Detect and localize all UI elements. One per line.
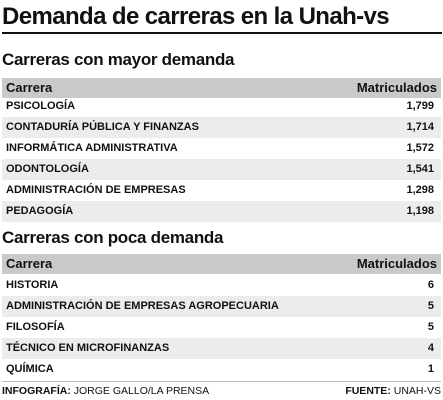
table-row: TÉCNICO EN MICROFINANZAS 4	[2, 338, 441, 359]
page-title: Demanda de carreras en la Unah-vs	[2, 2, 442, 34]
credit-label: INFOGRAFÍA:	[2, 385, 71, 397]
column-header-career: Carrera	[6, 80, 53, 95]
career-name: ODONTOLOGÍA	[6, 163, 89, 175]
table-header-low-demand: Carrera Matriculados	[2, 254, 441, 274]
section-title-low-demand: Carreras con poca demanda	[2, 228, 224, 247]
column-header-enrolled: Matriculados	[356, 256, 437, 271]
enrolled-value: 1,541	[406, 163, 434, 175]
table-row: FILOSOFÍA 5	[2, 317, 441, 338]
career-name: ADMINISTRACIÓN DE EMPRESAS AGROPECUARIA	[6, 300, 279, 312]
footer: INFOGRAFÍA: JORGE GALLO/LA PRENSA FUENTE…	[2, 381, 441, 398]
column-header-career: Carrera	[6, 256, 53, 271]
table-row: ODONTOLOGÍA 1,541	[2, 159, 441, 180]
table-row: QUÍMICA 1	[2, 359, 441, 380]
career-name: HISTORIA	[6, 279, 59, 291]
career-name: CONTADURÍA PÚBLICA Y FINANZAS	[6, 121, 199, 133]
career-name: TÉCNICO EN MICROFINANZAS	[6, 342, 170, 354]
source-label: FUENTE:	[345, 385, 391, 397]
table-row: ADMINISTRACIÓN DE EMPRESAS 1,298	[2, 180, 441, 201]
enrolled-value: 5	[427, 300, 434, 312]
enrolled-value: 4	[427, 342, 434, 354]
career-name: PEDAGOGÍA	[6, 205, 74, 217]
career-name: INFORMÁTICA ADMINISTRATIVA	[6, 142, 178, 154]
enrolled-value: 1,572	[406, 142, 434, 154]
career-name: PSICOLOGÍA	[6, 100, 76, 112]
table-header-high-demand: Carrera Matriculados	[2, 78, 441, 98]
enrolled-value: 1,799	[406, 100, 434, 112]
enrolled-value: 1,714	[406, 121, 434, 133]
table-row: PEDAGOGÍA 1,198	[2, 201, 441, 222]
career-name: QUÍMICA	[6, 363, 54, 375]
career-name: FILOSOFÍA	[6, 321, 65, 333]
enrolled-value: 1,198	[406, 205, 434, 217]
source: FUENTE: UNAH-VS	[345, 383, 441, 399]
enrolled-value: 5	[427, 321, 434, 333]
enrolled-value: 6	[427, 279, 434, 291]
table-row: INFORMÁTICA ADMINISTRATIVA 1,572	[2, 138, 441, 159]
enrolled-value: 1	[427, 363, 434, 375]
career-name: ADMINISTRACIÓN DE EMPRESAS	[6, 184, 186, 196]
table-row: PSICOLOGÍA 1,799	[2, 96, 441, 117]
table-row: ADMINISTRACIÓN DE EMPRESAS AGROPECUARIA …	[2, 296, 441, 317]
section-title-high-demand: Carreras con mayor demanda	[2, 50, 235, 69]
enrolled-value: 1,298	[406, 184, 434, 196]
column-header-enrolled: Matriculados	[356, 80, 437, 95]
table-row: HISTORIA 6	[2, 275, 441, 296]
source-value: UNAH-VS	[393, 385, 441, 397]
credit-value: JORGE GALLO/LA PRENSA	[73, 385, 210, 397]
credit: INFOGRAFÍA: JORGE GALLO/LA PRENSA	[2, 383, 209, 399]
table-row: CONTADURÍA PÚBLICA Y FINANZAS 1,714	[2, 117, 441, 138]
